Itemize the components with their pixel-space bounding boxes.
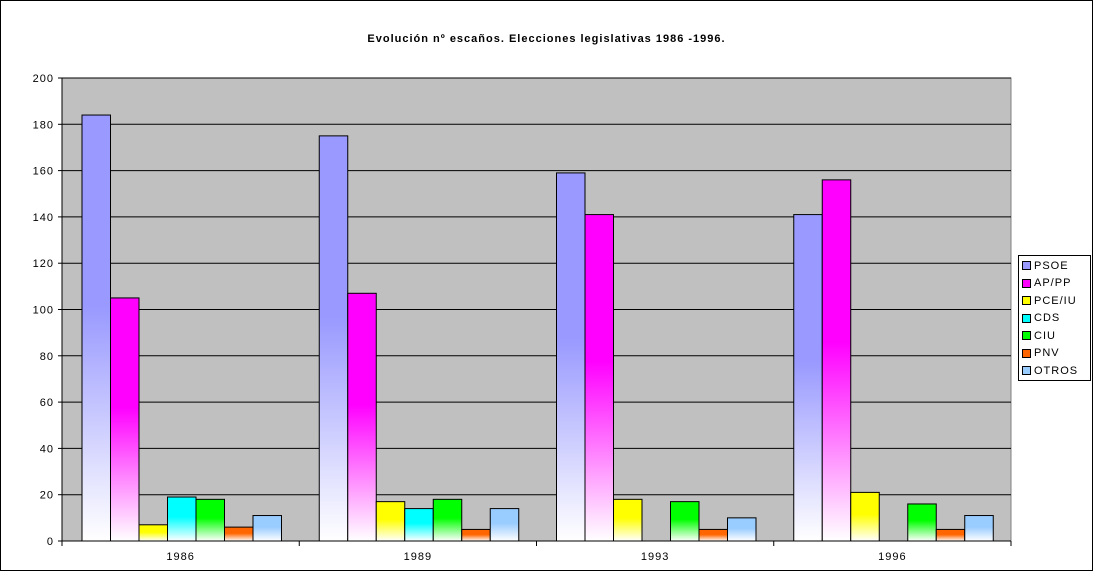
- legend-item: PSOE: [1022, 257, 1090, 275]
- legend-item: OTROS: [1022, 362, 1090, 380]
- bar-cds-1989: [404, 508, 434, 542]
- chart-title: Evolución nº escaños. Elecciones legisla…: [367, 33, 726, 45]
- bar-psoe-1989: [318, 135, 349, 542]
- legend-label: AP/PP: [1034, 277, 1072, 290]
- legend-label: OTROS: [1034, 364, 1079, 377]
- legend-swatch: [1022, 331, 1031, 341]
- legend-swatch: [1022, 296, 1031, 306]
- y-tick-label: 100: [33, 305, 54, 317]
- legend-item: CDS: [1022, 310, 1090, 328]
- bar-ap-pp-1986: [110, 297, 140, 542]
- bar-pce-iu-1986: [138, 524, 168, 542]
- bar-pce-iu-1996: [850, 491, 880, 542]
- legend-swatch: [1022, 313, 1031, 323]
- bar-pnv-1993: [698, 528, 728, 542]
- x-tick-label: 1986: [166, 551, 194, 563]
- legend-item: AP/PP: [1022, 275, 1090, 293]
- y-tick-label: 180: [33, 119, 54, 131]
- legend-label: PNV: [1034, 347, 1060, 360]
- bar-otros-1996: [964, 515, 994, 542]
- bar-pce-iu-1989: [375, 501, 406, 542]
- legend-label: PCE/IU: [1034, 294, 1077, 307]
- y-tick-label: 160: [33, 166, 54, 178]
- bar-psoe-1996: [793, 214, 823, 542]
- bar-pce-iu-1993: [613, 498, 643, 542]
- bar-pnv-1996: [935, 528, 966, 542]
- bar-ap-pp-1989: [347, 292, 377, 542]
- y-tick-label: 200: [33, 73, 54, 85]
- x-tick-label: 1989: [404, 551, 432, 563]
- legend-item: PCE/IU: [1022, 292, 1090, 310]
- bar-otros-1993: [727, 517, 757, 542]
- bar-ciu-1996: [907, 503, 937, 542]
- bar-ciu-1986: [195, 498, 225, 542]
- bar-ciu-1993: [670, 501, 700, 542]
- legend-item: PNV: [1022, 345, 1090, 363]
- y-tick-label: 0: [47, 536, 54, 548]
- bar-ciu-1989: [432, 498, 463, 542]
- chart-legend: PSOE AP/PP PCE/IU CDS CIU PNV OTROS: [1018, 255, 1091, 381]
- bar-ap-pp-1993: [584, 214, 614, 542]
- x-tick-label: 1996: [878, 551, 906, 563]
- legend-swatch: [1022, 278, 1031, 288]
- bar-pnv-1986: [224, 526, 254, 542]
- legend-label: PSOE: [1034, 259, 1069, 272]
- y-tick-label: 20: [40, 490, 54, 502]
- legend-item: CIU: [1022, 327, 1090, 345]
- x-tick-label: 1993: [641, 551, 669, 563]
- y-tick-label: 80: [40, 351, 54, 363]
- bar-otros-1989: [489, 508, 520, 542]
- legend-swatch: [1022, 366, 1031, 376]
- legend-label: CIU: [1034, 329, 1056, 342]
- y-tick-label: 120: [33, 258, 54, 270]
- legend-swatch: [1022, 348, 1031, 358]
- bar-psoe-1993: [556, 172, 586, 542]
- bar-pnv-1989: [461, 528, 491, 542]
- legend-label: CDS: [1034, 312, 1061, 325]
- y-tick-label: 40: [40, 443, 54, 455]
- bar-otros-1986: [252, 515, 282, 542]
- y-tick-label: 60: [40, 397, 54, 409]
- legend-swatch: [1022, 261, 1031, 271]
- bar-psoe-1986: [81, 114, 111, 542]
- y-tick-label: 140: [33, 212, 54, 224]
- bar-ap-pp-1996: [821, 179, 852, 542]
- bar-cds-1986: [167, 496, 197, 542]
